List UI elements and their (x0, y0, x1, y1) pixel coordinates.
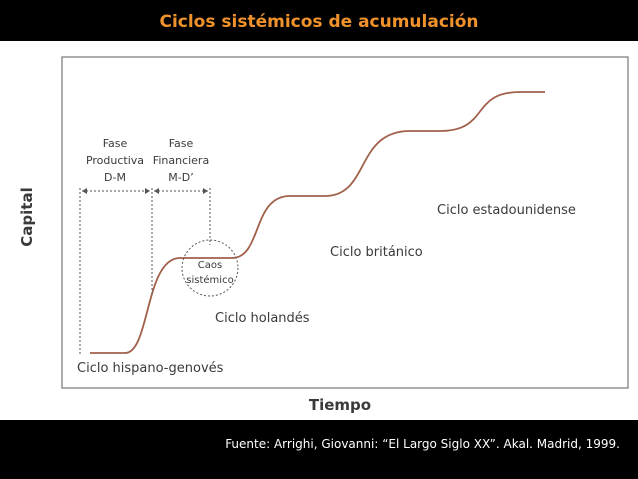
annotation: Caos (198, 260, 222, 271)
diagram-panel (0, 41, 638, 420)
arrow-head (82, 188, 87, 194)
arrow-head (154, 188, 159, 194)
cycle-label: Ciclo hispano-genovés (77, 361, 224, 376)
arrow-head (145, 188, 150, 194)
arrow-heads (82, 188, 208, 194)
phase-label: Financiera (153, 154, 209, 167)
cycle-labels: Ciclo hispano-genovés Ciclo holandés Cic… (77, 203, 576, 376)
cycle-label: Ciclo británico (330, 245, 423, 260)
source-note: Fuente: Arrighi, Giovanni: “El Largo Sig… (225, 437, 620, 451)
phase-label: Fase (103, 137, 128, 150)
chaos-circle (181, 239, 239, 297)
phase-guides (79, 188, 211, 356)
phase-labels: Fase Productiva D-M Fase Financiera M-D’ (86, 137, 209, 184)
cycle-label: Ciclo estadounidense (437, 203, 576, 218)
x-axis-label: Tiempo (309, 396, 371, 414)
annotation: sistémico (186, 274, 233, 286)
slide-title: Ciclos sistémicos de acumulación (159, 12, 478, 32)
capital-curve (90, 91, 545, 354)
phase-label: Productiva (86, 154, 144, 167)
cycle-label: Ciclo holandés (215, 311, 310, 326)
y-axis-label: Capital (18, 187, 36, 246)
arrow-head (203, 188, 208, 194)
phase-label: Fase (169, 137, 194, 150)
diagram-frame (61, 56, 629, 389)
phase-label: M-D’ (168, 171, 193, 184)
phase-label: D-M (104, 171, 126, 184)
